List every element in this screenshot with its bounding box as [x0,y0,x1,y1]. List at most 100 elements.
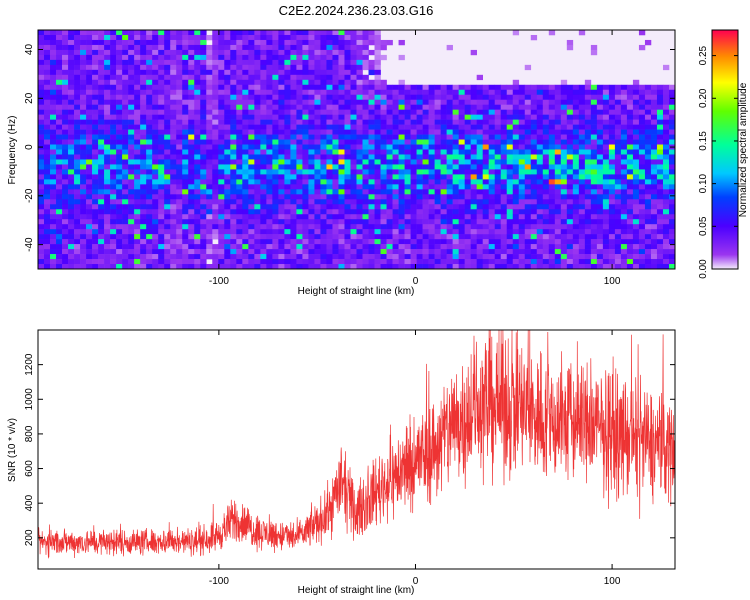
heatmap-cell [68,254,75,260]
heatmap-cell [416,154,423,160]
heatmap-cell [200,244,207,250]
heatmap-cell [98,39,105,46]
heatmap-cell [488,149,496,155]
heatmap-cell [218,79,225,86]
heatmap-cell [656,239,664,245]
heatmap-cell [56,169,63,175]
heatmap-cell [488,219,496,225]
heatmap-cell [308,84,315,91]
heatmap-cell [212,254,219,260]
heatmap-cell [362,64,369,71]
heatmap-cell [86,79,93,86]
heatmap-cell [338,224,345,230]
heatmap-cell [668,259,676,265]
heatmap-cell [50,239,57,245]
heatmap-cell [566,214,574,220]
heatmap-cell [662,234,670,240]
heatmap-cell [296,139,303,145]
heatmap-cell [620,179,628,185]
heatmap-cell [236,154,243,160]
heatmap-cell [638,84,646,91]
heatmap-cell [254,169,261,175]
heatmap-cell [176,204,183,210]
heatmap-cell [230,169,237,175]
heatmap-cell [56,104,63,110]
heatmap-cell [74,149,81,155]
heatmap-cell [584,144,592,150]
heatmap-cell [86,254,93,260]
heatmap-cell [314,114,321,120]
heatmap-cell [560,149,568,155]
heatmap-cell [374,94,381,101]
heatmap-cell [278,159,285,165]
heatmap-cell [140,99,147,105]
heatmap-cell [464,239,471,245]
heatmap-cell [458,139,465,145]
heatmap-cell [578,244,586,250]
heatmap-cell [68,159,75,165]
heatmap-cell [140,159,147,165]
heatmap-cell [56,89,63,96]
heatmap-cell [380,104,387,110]
heatmap-cell [254,229,261,235]
heatmap-cell [260,234,267,240]
heatmap-cell [554,164,562,170]
heatmap-cell [566,104,574,110]
heatmap-cell [662,209,670,215]
heatmap-cell [638,259,646,265]
heatmap-cell [350,109,357,115]
heatmap-cell [596,144,604,150]
heatmap-cell [548,259,556,265]
heatmap-cell [386,119,393,125]
heatmap-cell [518,259,526,265]
heatmap-cell [380,79,387,86]
heatmap-cell [332,139,339,145]
heatmap-cell [146,44,153,51]
heatmap-cell [194,109,201,115]
heatmap-cell [536,239,544,245]
heatmap-cell [218,254,225,260]
heatmap-cell [506,174,514,180]
heatmap-cell [344,114,351,120]
heatmap-cell [266,164,273,170]
heatmap-cell [668,229,676,235]
heatmap-cell [632,84,640,91]
heatmap-cell [80,229,87,235]
heatmap-cell [314,189,321,195]
heatmap-cell [632,114,640,120]
heatmap-cell [230,219,237,225]
heatmap-cell [458,189,465,195]
heatmap-cell [254,49,261,56]
heatmap-cell [140,109,147,115]
heatmap-cell [368,114,375,120]
heatmap-cell [182,74,189,81]
heatmap-cell [464,94,471,101]
heatmap-cell [422,119,429,125]
heatmap-cell [320,249,327,255]
heatmap-cell [92,139,99,145]
heatmap-cell [146,114,153,120]
heatmap-cell [392,179,399,185]
heatmap-cell [266,209,273,215]
heatmap-cell [548,224,556,230]
heatmap-cell [146,159,153,165]
heatmap-cell [44,39,51,46]
heatmap-cell [362,159,369,165]
heatmap-cell [248,54,255,61]
heatmap-cell [350,209,357,215]
heatmap-cell [338,124,345,130]
heatmap-cell [188,149,195,155]
heatmap-cell [164,99,171,105]
heatmap-cell [326,224,333,230]
heatmap-cell [62,194,69,200]
heatmap-cell [626,134,634,140]
heatmap-cell [614,159,622,165]
heatmap-cell [98,139,105,145]
heatmap-cell [254,94,261,101]
heatmap-cell [578,159,586,165]
heatmap-cell [110,74,117,81]
heatmap-cell [524,139,532,145]
heatmap-cell [158,214,165,220]
heatmap-cell [572,214,580,220]
heatmap-cell [98,114,105,120]
